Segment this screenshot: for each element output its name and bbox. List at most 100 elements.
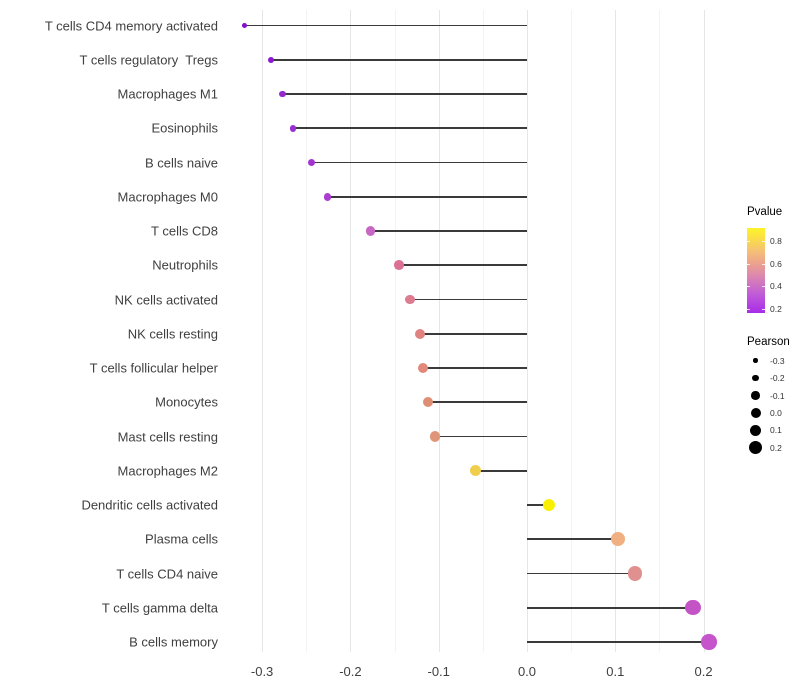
major-gridline [438,10,440,652]
y-axis-label: B cells memory [129,634,218,650]
colorbar-tick-label: 0.6 [770,258,782,269]
minor-gridline [482,10,484,652]
y-axis-label: T cells gamma delta [101,600,218,616]
data-point [404,294,415,305]
colorbar-tick-label: 0.4 [770,281,782,292]
size-legend-dot [749,441,762,455]
stem-segment [527,538,618,541]
minor-gridline [659,10,661,652]
minor-gridline [306,10,308,652]
colorbar-tick-label: 0.8 [770,236,782,247]
major-gridline [703,10,705,652]
pvalue-colorbar [747,228,765,313]
y-axis-label: Plasma cells [145,531,218,547]
minor-gridline [571,10,573,652]
colorbar-tick [747,286,750,288]
size-legend-label: -0.2 [770,372,785,383]
stem-segment [398,264,527,267]
stem-segment [527,641,709,643]
data-point [415,328,426,339]
stem-segment [435,435,527,438]
size-legend-dot [750,407,761,418]
y-axis-label: T cells CD4 naive [116,566,218,581]
stem-segment [282,93,527,95]
size-legend-label: 0.2 [770,442,782,453]
y-axis-label: Macrophages M2 [117,463,218,479]
stem-segment [527,504,550,506]
y-axis-label: Monocytes [155,394,218,410]
y-axis-label: Macrophages M1 [117,86,218,102]
stem-segment [475,469,527,472]
data-point [289,124,297,132]
y-axis-label: T cells follicular helper [89,360,218,376]
data-point [470,465,482,477]
data-point [242,23,247,28]
data-point [627,566,642,581]
data-point [366,226,376,236]
legend-pvalue-title: Pvalue [747,206,783,218]
data-point [307,158,316,167]
stem-segment [409,298,527,301]
x-axis-tick-label: 0.1 [606,664,625,679]
major-gridline [615,10,617,652]
size-legend-dot [751,391,760,400]
size-legend-dot [753,358,758,363]
data-point [701,634,717,650]
x-axis-tick-label: 0.2 [694,664,713,679]
stem-segment [311,161,527,164]
data-point [422,397,434,408]
x-axis-tick-label: -0.1 [427,664,450,679]
stem-segment [327,195,527,198]
stem-segment [422,367,527,369]
y-axis-label: T cells CD4 memory activated [44,18,218,33]
y-axis-label: NK cells activated [114,292,218,307]
colorbar-tick [747,308,750,310]
y-axis-label: T cells CD8 [151,223,218,239]
size-legend-label: 0.1 [770,425,782,436]
size-legend-label: -0.1 [770,390,785,401]
size-legend-label: -0.3 [770,355,785,366]
data-point [542,498,556,512]
colorbar-tick [762,308,765,310]
y-axis-label: Mast cells resting [117,429,218,444]
stem-segment [428,401,527,404]
x-axis-tick-label: 0.0 [517,664,537,679]
minor-gridline [394,10,396,652]
legend-pearson-title: Pearson [747,336,790,348]
data-point [394,260,404,271]
y-axis-label: Neutrophils [152,257,218,273]
stem-segment [293,127,527,130]
stem-segment [244,24,527,27]
colorbar-tick [747,241,750,243]
colorbar-tick [762,286,765,288]
major-gridline [350,10,352,652]
x-axis-tick-label: -0.3 [250,664,274,679]
stem-segment [527,606,693,609]
stem-segment [527,572,635,575]
data-point [610,532,625,547]
major-gridline [527,10,528,652]
data-point [267,56,274,63]
size-legend-label: 0.0 [770,407,782,418]
y-axis-label: Eosinophils [151,120,219,136]
colorbar-tick [747,263,750,265]
major-gridline [262,10,264,652]
y-axis-label: T cells regulatory Tregs [79,52,218,68]
stem-segment [270,58,527,61]
data-point [685,600,701,616]
y-axis-label: NK cells resting [127,326,218,342]
colorbar-tick [762,241,765,243]
y-axis-label: Dendritic cells activated [81,497,218,513]
size-legend-dot [749,424,762,437]
y-axis-label: B cells naive [145,155,218,170]
stem-segment [370,230,527,232]
data-point [323,192,332,201]
x-axis-tick-label: -0.2 [339,664,362,679]
data-point [429,431,441,442]
data-point [279,90,286,98]
data-point [417,362,428,374]
colorbar-tick [762,263,765,265]
colorbar-tick-label: 0.2 [770,303,782,314]
size-legend-dot [752,374,759,382]
